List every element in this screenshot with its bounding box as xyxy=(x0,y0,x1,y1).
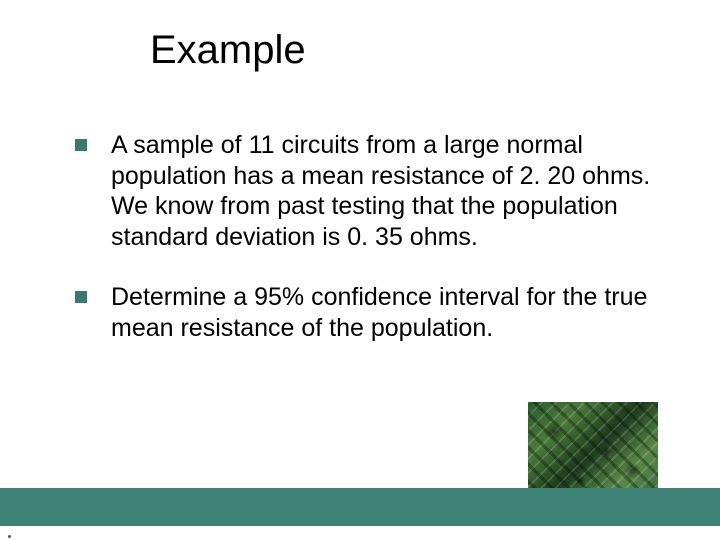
bullet-marker-icon xyxy=(75,291,87,303)
bullet-text: Determine a 95% confidence interval for … xyxy=(111,282,660,343)
footer-bar xyxy=(0,488,720,526)
circuit-board-image xyxy=(528,402,658,500)
decorative-dot xyxy=(8,535,11,538)
slide-content: A sample of 11 circuits from a large nor… xyxy=(75,130,660,373)
bullet-item: A sample of 11 circuits from a large nor… xyxy=(75,130,660,252)
bullet-text: A sample of 11 circuits from a large nor… xyxy=(111,130,660,252)
bullet-item: Determine a 95% confidence interval for … xyxy=(75,282,660,343)
slide-container: Example A sample of 11 circuits from a l… xyxy=(0,0,720,540)
slide-title: Example xyxy=(150,28,306,73)
bullet-marker-icon xyxy=(75,139,87,151)
